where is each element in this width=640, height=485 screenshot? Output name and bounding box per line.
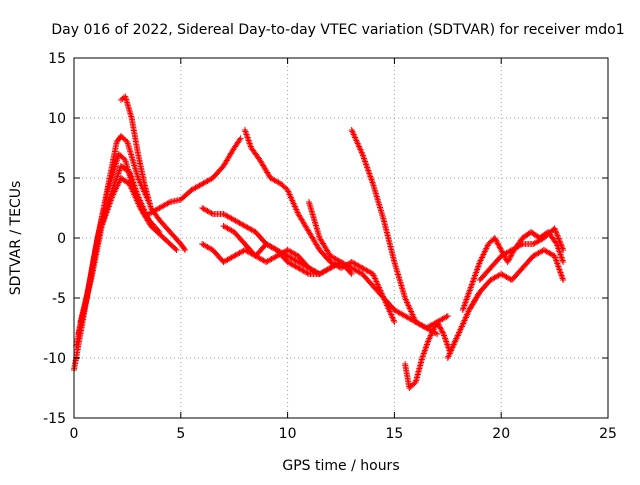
data-point [434,331,441,337]
data-point [182,247,189,253]
grid-lines [74,58,608,418]
data-point [496,243,503,249]
data-point [208,210,215,217]
data-point [555,235,562,242]
data-point [554,232,561,239]
data-point [508,252,515,259]
data-point [173,247,180,253]
y-tick-label: -10 [43,351,66,367]
data-point [552,228,559,235]
data-point [436,324,443,331]
data-point [559,244,566,251]
series-sat-6 [145,135,244,217]
data-point [391,319,398,325]
data-point [556,236,563,243]
data-point [348,271,355,277]
data-point [492,236,499,243]
data-point [434,320,441,327]
data-point [493,237,500,244]
x-tick-label: 10 [279,426,297,442]
data-point [552,226,559,233]
x-tick-label: 0 [70,426,79,442]
data-point [497,245,504,252]
data-point [435,321,442,328]
series-sat-12 [348,127,451,331]
data-point [236,136,243,143]
series-sat-10 [241,127,398,325]
data-point [556,238,563,245]
data-point [444,313,451,319]
axis-ticks: 0 5 10 15 20 25 -15 -10 -5 0 5 10 15 [43,51,617,442]
data-point [491,235,498,241]
y-tick-label: 0 [57,231,66,247]
data-point [304,270,311,277]
data-point [506,256,513,263]
data-point [557,241,564,248]
y-axis-label: SDTVAR / TECUs [8,181,24,296]
x-tick-label: 25 [599,426,617,442]
x-tick-label: 15 [385,426,403,442]
series-sat-16 [476,225,567,283]
data-point [498,248,505,255]
data-point [434,319,441,325]
data-point [553,229,560,236]
data-point [558,242,565,249]
x-tick-label: 5 [176,426,185,442]
data-point [347,269,354,276]
data-point [505,257,512,264]
chart-title: Day 016 of 2022, Sidereal Day-to-day VTE… [51,22,624,38]
series-sat-1 [71,133,152,373]
data-point [438,327,445,333]
data-point [504,259,511,265]
series-sat-3 [75,163,163,337]
series-sat-5 [117,93,189,253]
data-point [237,135,244,142]
data-point [496,244,503,251]
data-point [165,199,172,206]
data-point [559,245,566,252]
data-point [181,245,188,252]
data-point [495,241,502,248]
data-point [493,239,500,245]
data-point [507,253,514,260]
data-point [555,234,562,241]
y-tick-label: 10 [48,111,66,127]
data-point [439,328,446,335]
series-sat-14 [444,247,567,361]
data-point [443,313,450,320]
data-point [518,241,525,248]
data-point [553,231,560,238]
data-point [439,329,446,336]
data-point [551,225,558,232]
data-point [436,323,443,329]
y-tick-label: 5 [57,171,66,187]
data-point [560,259,567,265]
x-axis-label: GPS time / hours [282,458,399,474]
data-point [498,247,505,253]
y-tick-label: 15 [48,51,66,67]
x-tick-label: 20 [492,426,510,442]
data-point [494,240,501,247]
data-point [560,277,567,283]
data-point [437,325,444,332]
y-tick-label: -5 [52,291,66,307]
data-point [557,239,564,246]
series-sat-15 [459,229,567,313]
data-point [172,245,179,252]
data-point [560,247,567,253]
series-sat-4 [77,175,180,325]
data-series [71,93,567,391]
y-tick-label: -15 [43,411,66,427]
data-point [506,255,513,261]
